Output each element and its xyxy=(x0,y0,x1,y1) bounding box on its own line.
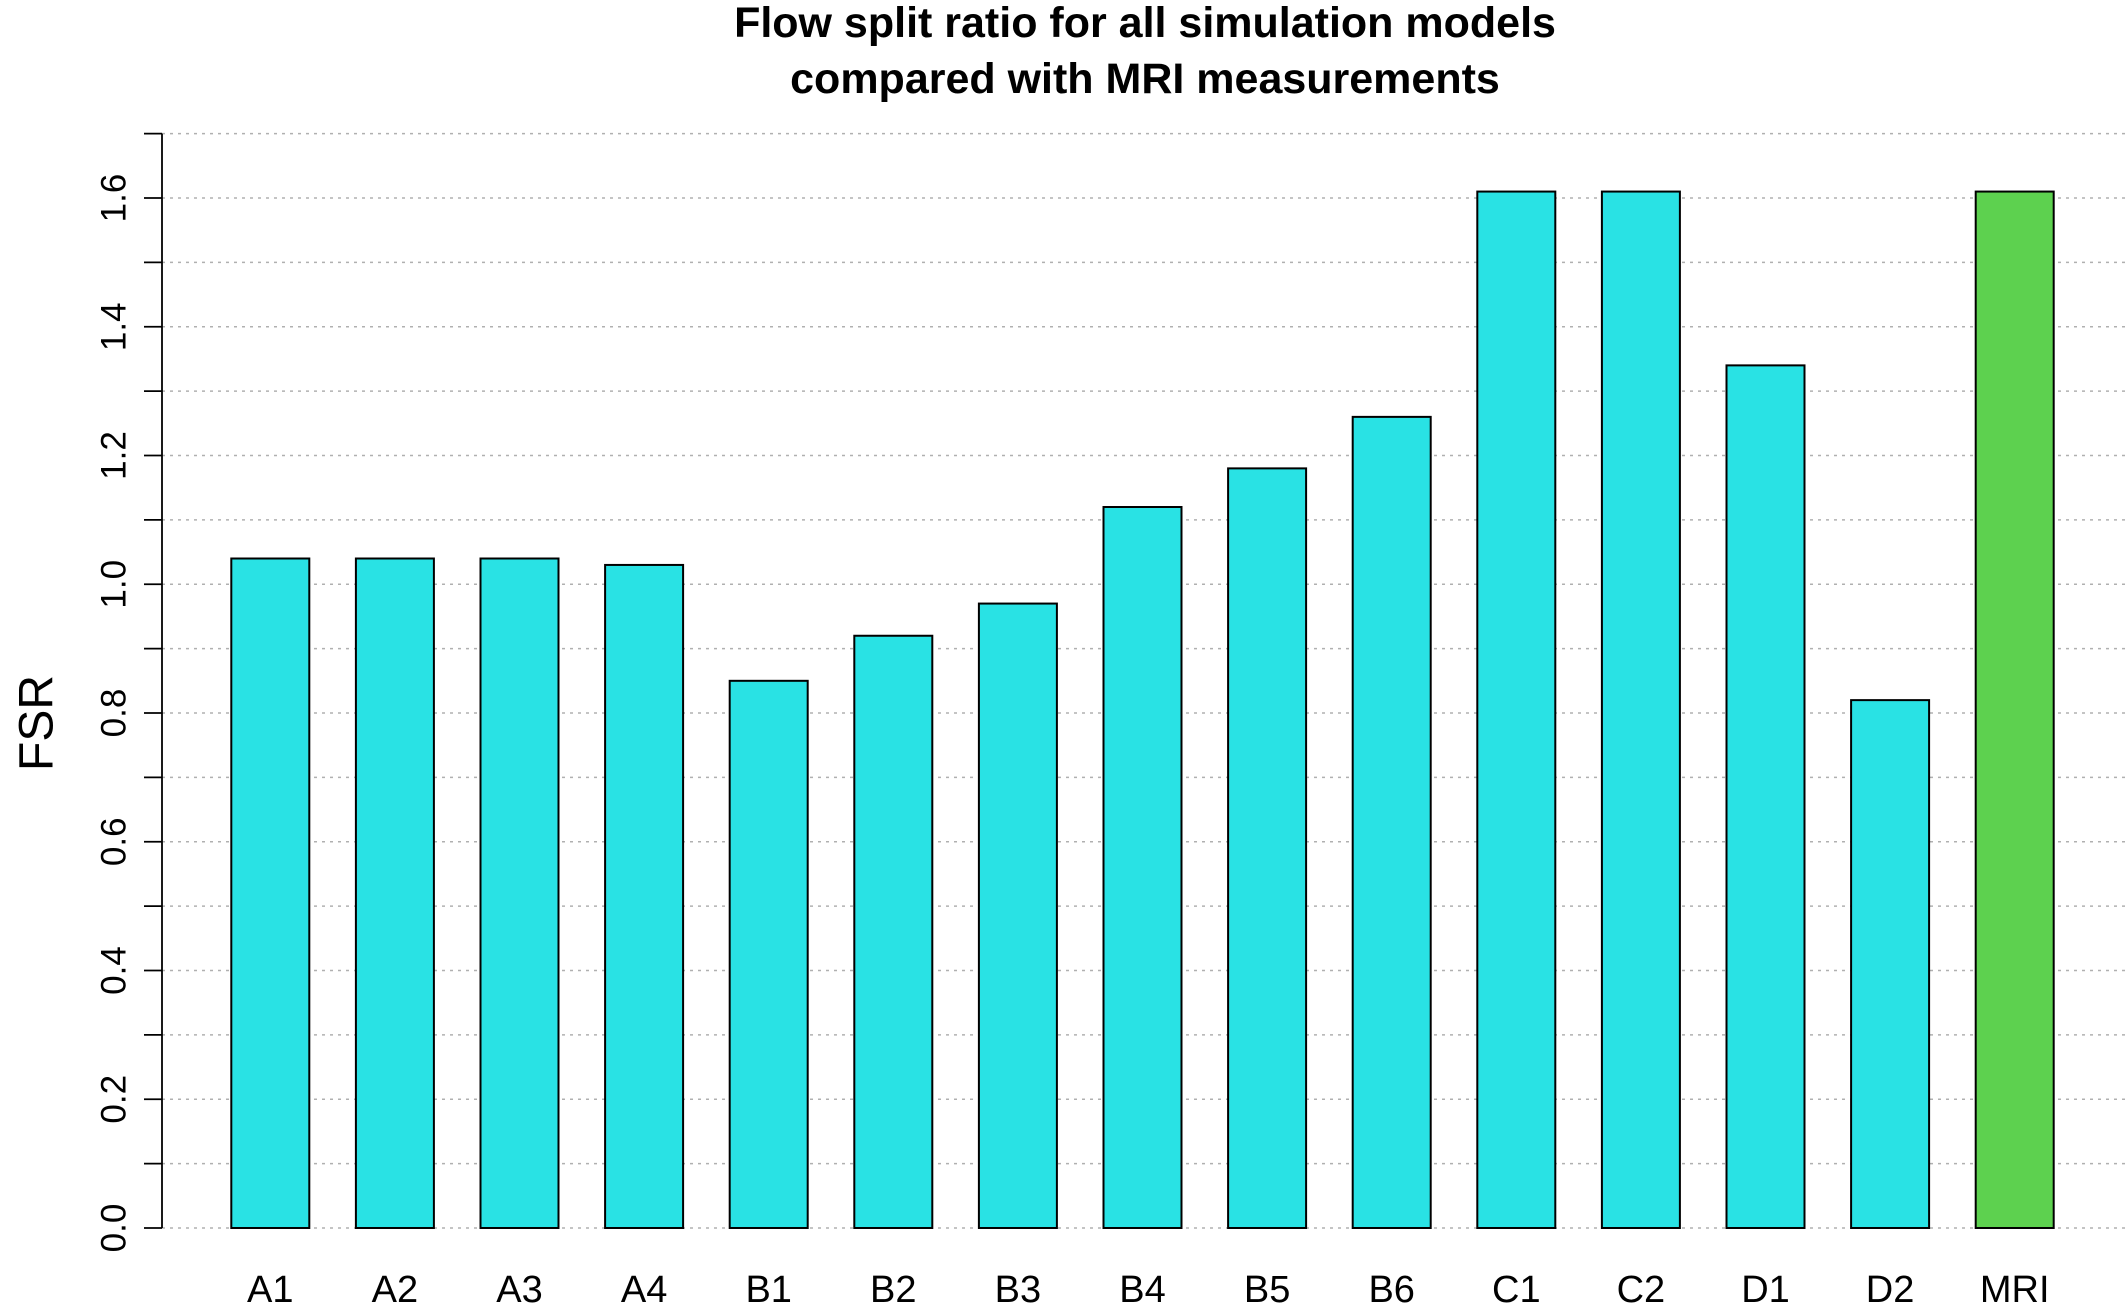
bar-b2 xyxy=(853,634,934,1229)
x-tick-label-b4: B4 xyxy=(1119,1269,1165,1311)
y-tick-label: 0.8 xyxy=(95,689,134,738)
x-tick-label-b5: B5 xyxy=(1244,1269,1290,1311)
y-tick-label: 0.6 xyxy=(95,817,134,866)
x-tick-label-b2: B2 xyxy=(870,1269,916,1311)
y-tick-label: 1.0 xyxy=(95,560,134,609)
chart-title-line-2: compared with MRI measurements xyxy=(790,55,1500,103)
y-tick-label: 0.2 xyxy=(95,1075,134,1124)
y-tick-label: 0.4 xyxy=(95,946,134,995)
bar-b1 xyxy=(728,679,809,1229)
y-tick-label: 1.2 xyxy=(95,431,134,480)
x-tick-label-d2: D2 xyxy=(1866,1269,1915,1311)
chart-title-line-1: Flow split ratio for all simulation mode… xyxy=(734,0,1556,47)
x-tick-label-c2: C2 xyxy=(1617,1269,1666,1311)
bars xyxy=(230,190,2055,1229)
x-tick-label-a3: A3 xyxy=(496,1269,542,1311)
bar-b4 xyxy=(1102,506,1183,1229)
y-tick-label: 1.6 xyxy=(95,174,134,223)
chart-title-group: Flow split ratio for all simulation mode… xyxy=(734,0,1556,103)
x-tick-label-a2: A2 xyxy=(372,1269,418,1311)
bar-b5 xyxy=(1227,467,1308,1229)
bar-d2 xyxy=(1850,699,1931,1229)
bar-a3 xyxy=(479,557,560,1229)
y-tick-label: 1.4 xyxy=(95,302,134,351)
y-axis-title: FSR xyxy=(11,675,64,771)
bar-a4 xyxy=(604,563,685,1229)
x-tick-label-b6: B6 xyxy=(1368,1269,1414,1311)
x-tick-label-mri: MRI xyxy=(1980,1269,2050,1311)
x-tick-label-b3: B3 xyxy=(995,1269,1041,1311)
x-tick-label-d1: D1 xyxy=(1741,1269,1790,1311)
x-tick-label-c1: C1 xyxy=(1492,1269,1541,1311)
x-tick-label-a1: A1 xyxy=(247,1269,293,1311)
bar-b3 xyxy=(977,602,1058,1229)
y-axis: 0.0 0.2 0.4 0.6 0.8 1.0 1.2 1.4 1.6 xyxy=(95,132,163,1253)
bar-a1 xyxy=(230,557,311,1229)
bar-a2 xyxy=(354,557,435,1229)
bar-c2 xyxy=(1600,190,1681,1229)
bar-mri xyxy=(1974,190,2055,1229)
x-tick-label-b1: B1 xyxy=(745,1269,791,1311)
x-tick-label-a4: A4 xyxy=(621,1269,667,1311)
y-tick-label: 0.0 xyxy=(95,1204,134,1253)
bar-c1 xyxy=(1476,190,1557,1229)
bar-b6 xyxy=(1351,415,1432,1229)
x-axis-labels: A1 A2 A3 A4 B1 B2 B3 B4 B5 B6 C1 C2 D1 D2 MRI xyxy=(247,1269,2049,1311)
bar-d1 xyxy=(1725,364,1806,1229)
